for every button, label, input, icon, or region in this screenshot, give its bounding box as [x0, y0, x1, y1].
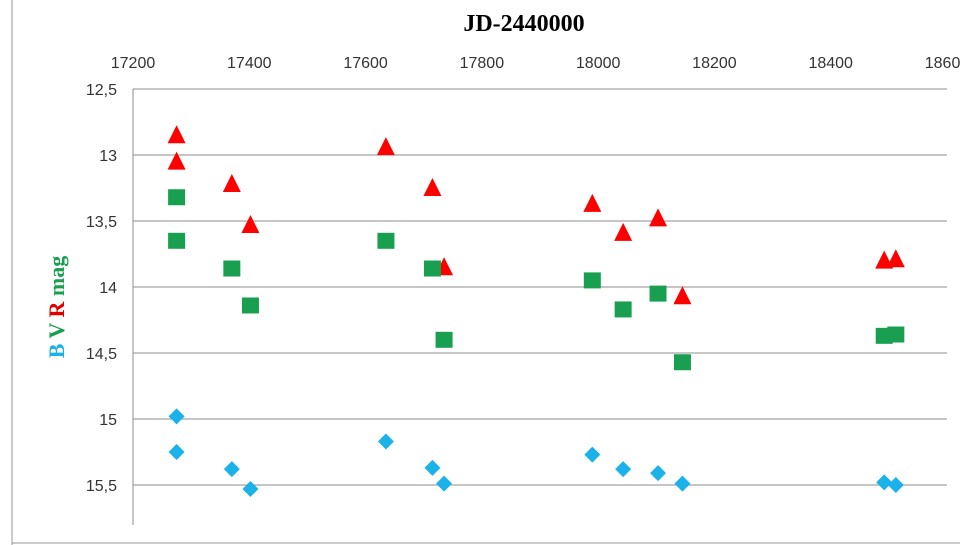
square-marker	[887, 326, 905, 343]
square-marker	[583, 272, 601, 289]
y-tick-labels: 12,5 13 13,5 14 14,5 15 15,5	[86, 82, 117, 495]
x-tick-label: 17600	[343, 55, 388, 72]
chart-title: JD-2440000	[463, 11, 584, 37]
x-tick-label: 18400	[808, 55, 853, 72]
y-tick-label: 15,5	[86, 478, 117, 495]
diamond-marker	[223, 461, 240, 478]
diamond-marker	[876, 474, 893, 491]
x-tick-label: 18600	[925, 55, 960, 72]
diamond-marker	[242, 480, 259, 497]
triangle-marker	[241, 214, 260, 233]
diamond-marker	[377, 433, 394, 450]
gridlines	[133, 88, 947, 486]
y-tick-label: 15	[99, 412, 117, 429]
diamond-marker	[168, 444, 185, 460]
diamond-marker	[615, 461, 632, 478]
diamond-marker	[650, 465, 667, 482]
triangle-marker	[886, 249, 905, 268]
data-points	[167, 125, 905, 497]
y-axis-label-part: V	[44, 317, 69, 343]
triangle-marker	[222, 174, 241, 193]
square-marker	[168, 189, 186, 206]
triangle-marker	[376, 137, 395, 156]
triangle-marker	[167, 151, 186, 170]
y-tick-label: 13	[99, 148, 117, 165]
square-marker	[377, 232, 395, 249]
square-marker	[168, 232, 186, 249]
y-tick-label: 14,5	[86, 346, 117, 363]
x-tick-label: 17800	[460, 55, 505, 72]
y-tick-label: 13,5	[86, 214, 117, 231]
diamond-marker	[584, 446, 601, 463]
diamond-marker	[168, 408, 185, 425]
y-axis-label-part: B	[44, 343, 69, 358]
triangle-marker	[167, 125, 186, 144]
y-tick-label: 14	[99, 280, 117, 297]
square-marker	[435, 331, 453, 348]
triangle-marker	[673, 286, 692, 305]
square-marker	[423, 260, 441, 277]
triangle-marker	[649, 208, 668, 227]
diamond-marker	[887, 477, 904, 493]
diamond-marker	[674, 475, 691, 492]
x-tick-label: 18000	[576, 55, 621, 72]
square-marker	[223, 260, 241, 277]
y-axis-label: B V R mag	[44, 256, 69, 359]
y-axis-label-part: R	[44, 300, 69, 317]
x-tick-label: 18200	[692, 55, 737, 72]
square-marker	[614, 301, 632, 318]
triangle-marker	[583, 193, 602, 212]
triangle-marker	[614, 222, 633, 241]
square-marker	[649, 285, 667, 302]
diamond-marker	[436, 475, 453, 492]
diamond-marker	[424, 459, 441, 476]
square-marker	[673, 354, 691, 371]
x-tick-labels: 17200 17400 17600 17800 18000 18200 18400 18600	[111, 55, 960, 72]
triangle-marker	[423, 178, 442, 196]
y-tick-label: 12,5	[86, 82, 117, 99]
square-marker	[241, 297, 259, 314]
x-tick-label: 17400	[227, 55, 272, 72]
y-axis-label-part: mag	[44, 256, 69, 302]
x-tick-label: 17200	[111, 55, 156, 72]
